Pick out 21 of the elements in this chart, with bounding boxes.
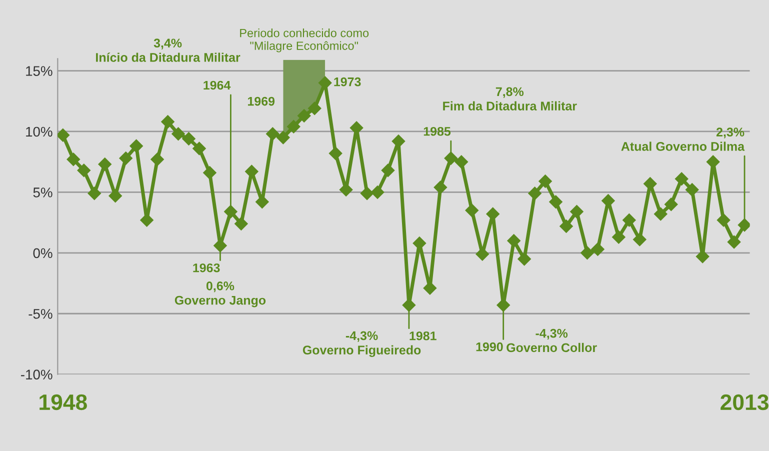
y-tick-label: 0% [33,248,52,258]
y-tick-label: 10% [26,126,52,137]
annotation: 2,3% Atual Governo Dilma [621,128,745,151]
annotation: 1985 [424,126,451,136]
x-tick-label: 1948 [40,394,87,410]
annotation: -4,3% Governo Collor [506,328,597,352]
band-label: Periodo conhecido como "Milagre Econômico" [240,28,369,52]
y-tick-label: -10% [21,370,52,380]
y-tick-label: 5% [33,188,52,198]
annotation: 1964 [204,80,231,90]
x-tick-label: 2013 [720,394,768,410]
y-tick-label: -5% [28,309,52,319]
annotation: 1973 [334,77,361,86]
annotation: 0,6% Governo Jango [174,281,266,308]
y-tick-label: 15% [26,66,52,76]
annotation: 1969 [248,96,275,106]
annotation: 1990 [476,342,503,352]
annotation: 1981 [410,331,436,340]
annotation: 1963 [193,263,220,272]
annotation: 3,4% Início da Ditadura Militar [96,38,240,62]
annotation: 7,8% Fim da Ditadura Militar [443,87,577,110]
